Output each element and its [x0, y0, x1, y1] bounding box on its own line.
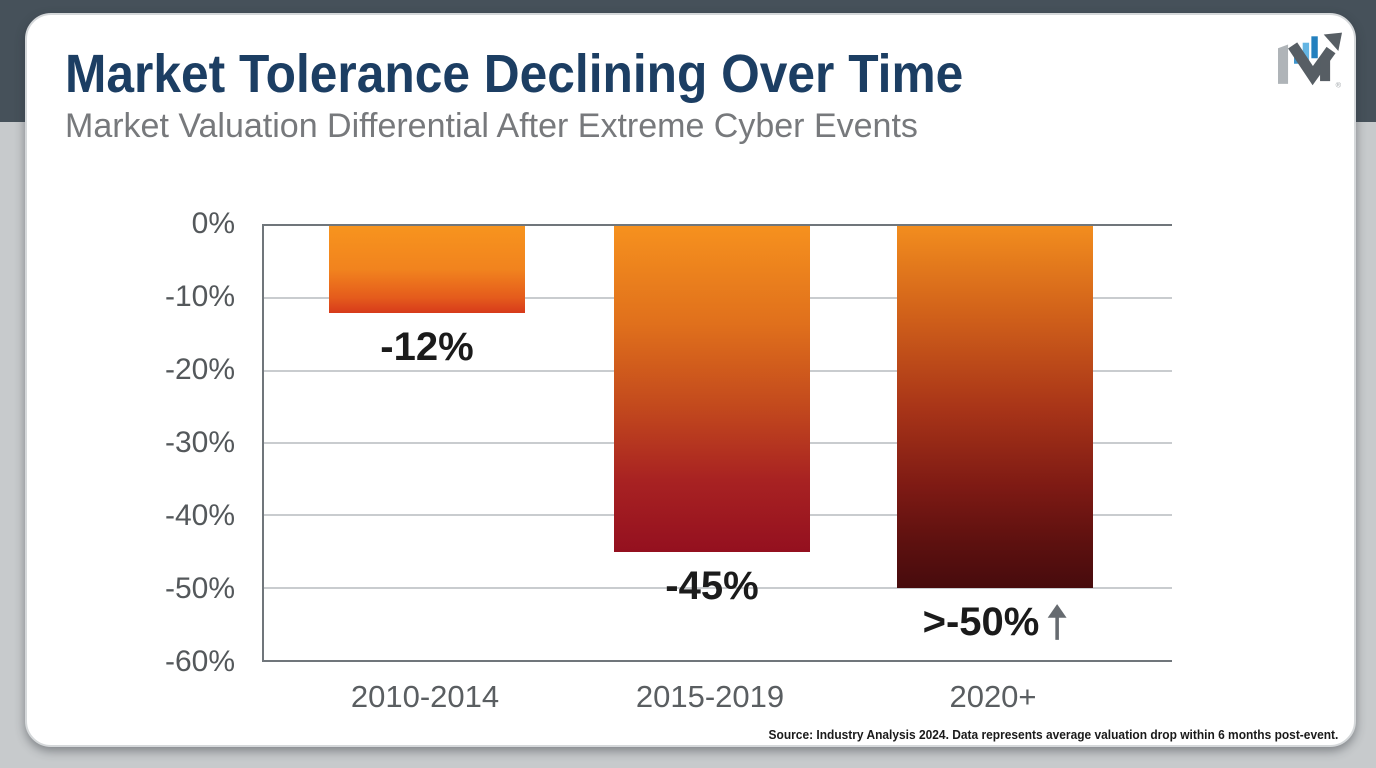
bar-value-label: >-50% [923, 600, 1068, 645]
bar-value-label: -45% [665, 564, 758, 609]
page-title: Market Tolerance Declining Over Time [65, 44, 964, 104]
bar-2010-2014 [329, 226, 525, 313]
x-axis: 2010-2014 2015-2019 2020+ [262, 679, 1172, 719]
company-logo: ® [1278, 31, 1342, 91]
bar-chart: 0% -10% -20% -30% -40% -50% -60% -12% -4… [27, 15, 1354, 745]
bar-value-text: >-50% [922, 599, 1040, 644]
gridline [264, 586, 1172, 589]
bar-value-text: -12% [380, 324, 474, 369]
page-subtitle: Market Valuation Differential After Extr… [65, 107, 918, 145]
bar-value-label: -12% [380, 325, 473, 370]
y-axis: 0% -10% -20% -30% -40% -50% -60% [87, 207, 247, 678]
y-axis-tick: -50% [164, 571, 235, 605]
y-axis-tick: -10% [164, 280, 235, 313]
bar-value-text: -45% [665, 563, 759, 608]
y-axis-tick: -40% [164, 499, 235, 532]
svg-text:®: ® [1336, 81, 1342, 90]
slide-card: Market Tolerance Declining Over Time Mar… [25, 13, 1356, 747]
y-axis-tick: -20% [164, 352, 235, 386]
y-axis-tick: -60% [164, 645, 235, 678]
source-note: Source: Industry Analysis 2024. Data rep… [768, 727, 1338, 742]
bar-group-2015-2019: -45% [614, 226, 810, 660]
plot-area: -12% -45% >-50% [262, 224, 1172, 662]
y-axis-tick: 0% [191, 207, 235, 240]
bar-chart-trend-arrow-logo-icon: ® [1278, 32, 1342, 90]
bar-2020-plus [897, 226, 1093, 588]
x-axis-label: 2020+ [949, 679, 1037, 714]
y-axis-tick: -30% [164, 426, 235, 459]
bar-2015-2019 [614, 226, 810, 552]
bar-group-2020-plus: >-50% [897, 226, 1093, 660]
x-axis-label: 2015-2019 [635, 679, 785, 714]
x-axis-label: 2010-2014 [350, 679, 500, 714]
bar-group-2010-2014: -12% [329, 226, 525, 660]
up-arrow-icon [1047, 604, 1067, 641]
